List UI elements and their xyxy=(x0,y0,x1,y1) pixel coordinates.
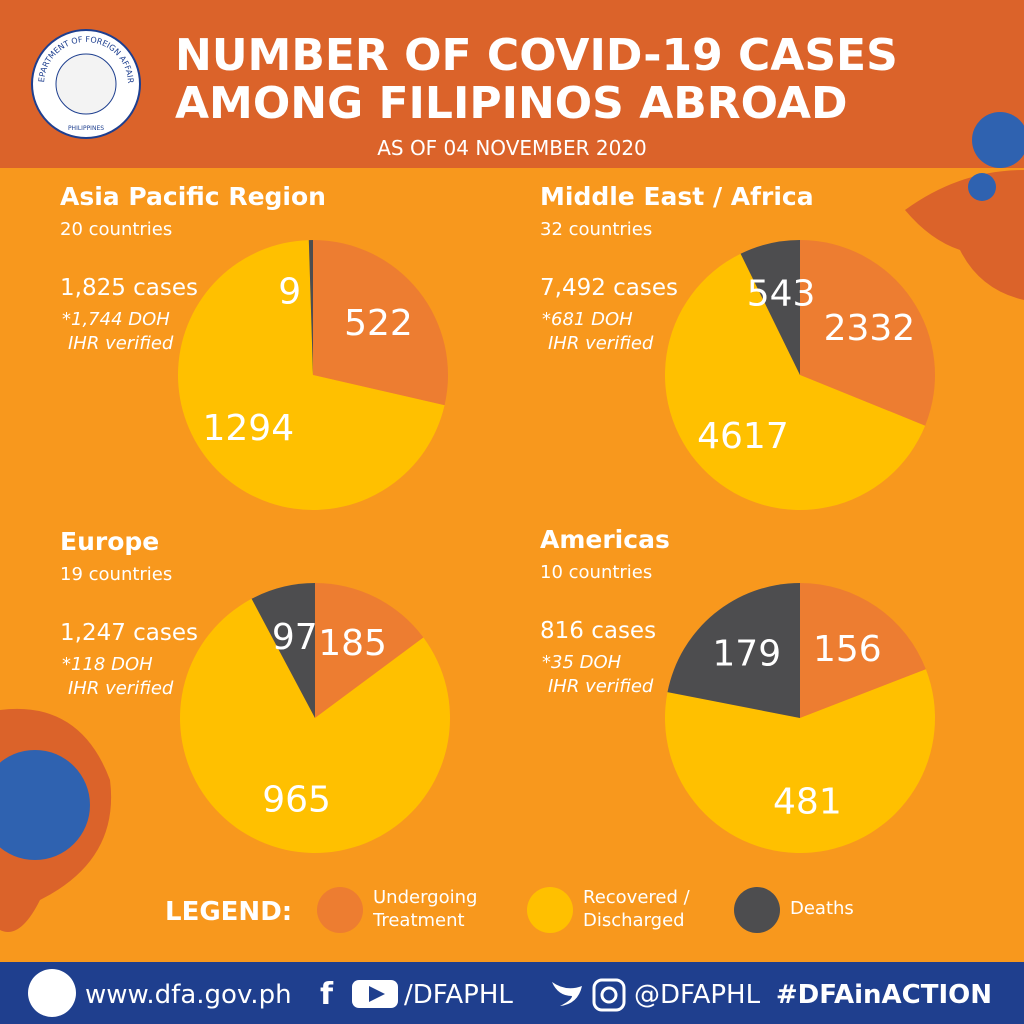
cases-total: 1,825 cases xyxy=(60,275,198,301)
slice-label: 179 xyxy=(712,633,781,674)
pie-slice xyxy=(315,583,424,718)
slice-label: 156 xyxy=(813,629,882,670)
pie-slice xyxy=(667,583,800,718)
header-band xyxy=(0,0,1024,168)
slice-label: 522 xyxy=(344,303,413,344)
cases-note: *681 DOH xyxy=(542,309,633,330)
legend-text: Deaths xyxy=(790,898,854,919)
slice-label: 185 xyxy=(318,623,387,664)
virus-icon xyxy=(0,750,90,860)
twitter-icon xyxy=(552,982,582,1006)
footer-band xyxy=(0,962,1024,1024)
title-line: AMONG FILIPINOS ABROAD xyxy=(175,78,847,129)
pie-slice xyxy=(251,583,315,718)
chart-title: Americas xyxy=(540,525,670,554)
chart-subtitle: 19 countries xyxy=(60,564,172,585)
facebook-icon: f xyxy=(320,977,334,1012)
slice-label: 4617 xyxy=(697,416,789,457)
cases-note: IHR verified xyxy=(68,333,174,354)
pie-slice xyxy=(665,669,935,854)
slice-label: 97 xyxy=(272,617,318,658)
youtube-play xyxy=(369,986,385,1002)
logo-country: PHILIPPINES xyxy=(68,125,104,132)
instagram-lens xyxy=(600,986,618,1004)
cases-note: IHR verified xyxy=(548,676,654,697)
footer-hashtag: #DFAinACTION xyxy=(776,980,992,1010)
subtitle: AS OF 04 NOVEMBER 2020 xyxy=(377,136,647,160)
cases-note: *35 DOH xyxy=(542,652,622,673)
footer-logo xyxy=(28,969,76,1017)
cases-total: 1,247 cases xyxy=(60,620,198,646)
footer-youtube: /DFAPHL xyxy=(404,980,513,1010)
cases-note: *1,744 DOH xyxy=(62,309,170,330)
cases-total: 816 cases xyxy=(540,618,656,644)
legend-text-box: Undergoing Treatment xyxy=(373,887,478,931)
instagram-icon xyxy=(592,978,626,1012)
pie-slice xyxy=(800,583,926,718)
legend-text-box: Recovered / Discharged xyxy=(583,887,690,931)
slice-label: 543 xyxy=(747,273,816,314)
chart-title: Asia Pacific Region xyxy=(60,182,326,211)
title-line: NUMBER OF COVID-19 CASES xyxy=(175,30,898,81)
chart-subtitle: 32 countries xyxy=(540,219,652,240)
chart-subtitle: 20 countries xyxy=(60,219,172,240)
legend-text: Undergoing Treatment xyxy=(373,887,478,931)
legend-label: LEGEND: xyxy=(165,897,292,927)
pie-slice xyxy=(180,598,451,853)
virus-icon xyxy=(972,112,1024,168)
legend-swatch xyxy=(527,887,573,933)
slice-label: 481 xyxy=(773,781,842,822)
pie-slice xyxy=(313,240,448,406)
cases-total: 7,492 cases xyxy=(540,275,678,301)
slice-label: 9 xyxy=(278,271,301,312)
legend-text-box: Deaths xyxy=(790,898,854,919)
decor-blob xyxy=(905,170,1024,300)
cases-note: IHR verified xyxy=(68,678,174,699)
footer-twitter: @DFAPHL xyxy=(634,980,761,1010)
pie-slice xyxy=(308,240,313,375)
slice-label: 2332 xyxy=(824,308,916,349)
legend-swatch xyxy=(317,887,363,933)
pie-slice xyxy=(665,253,926,510)
cases-note: *118 DOH xyxy=(62,654,153,675)
slice-label: 965 xyxy=(262,780,331,821)
logo-seal xyxy=(55,53,117,115)
pie-slice xyxy=(740,240,800,375)
chart-subtitle: 10 countries xyxy=(540,562,652,583)
legend-text: Recovered / Discharged xyxy=(583,887,690,931)
chart-title: Middle East / Africa xyxy=(540,182,814,211)
virus-icon xyxy=(968,173,996,201)
pie-slice xyxy=(800,240,935,426)
legend-swatch xyxy=(734,887,780,933)
chart-title: Europe xyxy=(60,527,159,556)
footer-website: www.dfa.gov.ph xyxy=(85,980,292,1010)
slice-label: 1294 xyxy=(203,408,295,449)
cases-note: IHR verified xyxy=(548,333,654,354)
legend: LEGEND: Undergoing Treatment Recovered / … xyxy=(165,887,854,933)
pie-slice xyxy=(177,240,445,510)
